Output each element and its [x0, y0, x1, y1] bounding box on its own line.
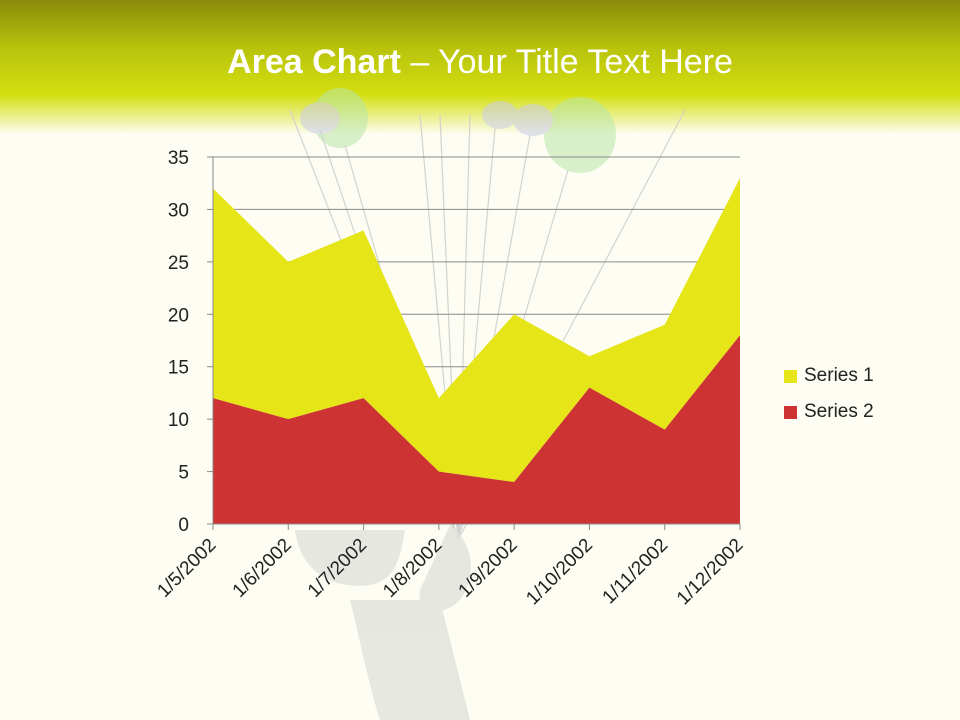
legend-swatch	[784, 405, 797, 419]
y-tick-label: 20	[168, 305, 189, 326]
y-tick-label: 30	[168, 200, 189, 221]
y-tick-label: 35	[168, 148, 189, 169]
x-tick-label: 1/11/2002	[599, 535, 673, 609]
x-tick-label: 1/10/2002	[522, 535, 597, 610]
title-bold: Area Chart	[227, 43, 401, 81]
legend-label: Series 2	[804, 401, 874, 422]
title-rest: – Your Title Text Here	[400, 43, 733, 81]
slide-title: Area Chart – Your Title Text Here	[0, 38, 960, 86]
y-tick-label: 25	[168, 253, 189, 274]
y-tick-label: 15	[168, 358, 189, 379]
x-tick-label: 1/8/2002	[379, 535, 446, 602]
y-tick-label: 5	[178, 463, 189, 484]
x-tick-label: 1/9/2002	[455, 535, 522, 602]
y-tick-label: 10	[168, 410, 189, 431]
title-banner	[0, 0, 960, 135]
x-tick-label: 1/6/2002	[229, 535, 296, 602]
legend-item: Series 1	[784, 358, 874, 394]
legend-swatch	[784, 369, 797, 383]
series-1-area	[213, 177, 740, 483]
legend-label: Series 1	[804, 365, 874, 386]
y-tick-label: 0	[178, 515, 189, 536]
series-2-area	[213, 335, 740, 524]
x-tick-label: 1/7/2002	[304, 535, 371, 602]
chart-legend: Series 1 Series 2	[784, 358, 874, 430]
x-tick-label: 1/12/2002	[673, 535, 748, 610]
x-tick-label: 1/5/2002	[153, 535, 220, 602]
legend-item: Series 2	[784, 394, 874, 430]
